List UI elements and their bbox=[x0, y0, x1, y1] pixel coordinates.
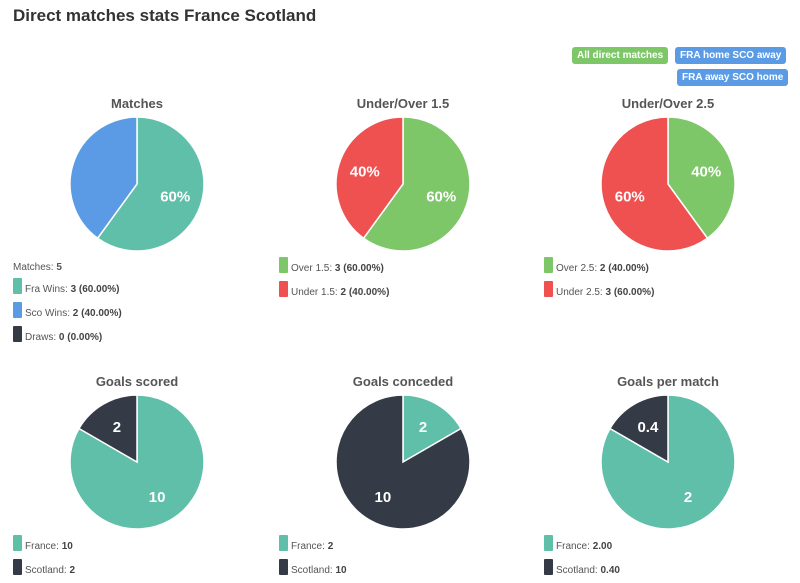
pie-slice-under-2-5[interactable] bbox=[600, 116, 709, 252]
legend-label: Scotland: bbox=[291, 565, 333, 576]
pie-chart: 10 2 bbox=[69, 394, 205, 530]
legend-value: 0 (0.00%) bbox=[58, 332, 103, 343]
pie-data-label: 10 bbox=[375, 489, 392, 506]
filter-all-direct-matches-button[interactable]: All direct matches bbox=[572, 47, 669, 64]
legend-label: Matches: bbox=[13, 262, 54, 273]
pie-data-label: 60% bbox=[615, 188, 645, 205]
filter-fra-away-sco-home-button[interactable]: FRA away SCO home bbox=[677, 69, 789, 86]
page-title: Direct matches stats France Scotland bbox=[13, 6, 317, 25]
legend-swatch bbox=[544, 535, 553, 551]
legend-swatch bbox=[13, 326, 22, 342]
pie-data-label: 60% bbox=[426, 188, 456, 205]
pie-data-label: 2 bbox=[113, 419, 121, 436]
pie-slice-scotland[interactable] bbox=[608, 394, 669, 464]
pie-data-label: 2 bbox=[419, 419, 427, 436]
pie-data-label: 2 bbox=[684, 489, 692, 506]
legend-swatch bbox=[544, 257, 553, 273]
chart-title: Under/Over 1.5 bbox=[356, 96, 450, 111]
pie-slice-over-1-5[interactable] bbox=[362, 116, 471, 252]
legend-swatch bbox=[544, 281, 553, 297]
legend-swatch bbox=[544, 559, 553, 575]
legend-swatch bbox=[13, 559, 22, 575]
legend-label: Over 1.5: bbox=[291, 263, 333, 274]
legend-value: 0.40 bbox=[600, 565, 620, 576]
legend-swatch bbox=[13, 278, 22, 294]
legend-swatch bbox=[279, 559, 288, 575]
legend-label: Sco Wins: bbox=[25, 308, 71, 319]
pie-data-label: 40% bbox=[350, 164, 380, 181]
filter-fra-home-sco-away-button[interactable]: FRA home SCO away bbox=[675, 47, 787, 64]
legend-swatch bbox=[279, 535, 288, 551]
legend-value: 3 (60.00%) bbox=[605, 287, 655, 298]
legend-value: 2 (40.00%) bbox=[340, 287, 390, 298]
legend-label: Scotland: bbox=[556, 565, 598, 576]
legend-swatch bbox=[279, 281, 288, 297]
legend-value: 5 bbox=[56, 262, 62, 273]
legend-label: France: bbox=[25, 541, 59, 552]
chart-title: Under/Over 2.5 bbox=[621, 96, 715, 111]
chart-title: Goals scored bbox=[95, 374, 179, 389]
legend-label: Draws: bbox=[25, 332, 57, 343]
legend-value: 2 bbox=[327, 541, 334, 552]
pie-slice-over-2-5[interactable] bbox=[667, 116, 736, 240]
pie-data-label: 40% bbox=[691, 164, 721, 181]
pie-slice-sco-wins[interactable] bbox=[69, 116, 138, 240]
pie-data-label: 0.4 bbox=[637, 419, 659, 436]
legend-label: Fra Wins: bbox=[25, 284, 68, 295]
pie-data-label: 10 bbox=[149, 489, 166, 506]
legend-label: France: bbox=[291, 541, 325, 552]
legend-label: Scotland: bbox=[25, 565, 67, 576]
legend-value: 2 bbox=[69, 565, 76, 576]
legend-label: Over 2.5: bbox=[556, 263, 598, 274]
pie-chart: 60% bbox=[69, 116, 205, 252]
legend-value: 2 (40.00%) bbox=[599, 263, 649, 274]
legend-value: 2.00 bbox=[592, 541, 613, 552]
pie-chart: 20.4 bbox=[600, 394, 736, 530]
chart-title: Goals conceded bbox=[352, 374, 454, 389]
pie-slice-france[interactable] bbox=[402, 394, 463, 464]
legend-label: Under 1.5: bbox=[291, 287, 338, 298]
pie-chart: 40% 60% bbox=[600, 116, 736, 252]
pie-slice-under-1-5[interactable] bbox=[335, 116, 404, 240]
legend-label: France: bbox=[556, 541, 590, 552]
pie-data-label: 60% bbox=[160, 188, 190, 205]
legend-value: 3 (60.00%) bbox=[334, 263, 384, 274]
legend-swatch bbox=[279, 257, 288, 273]
legend-label: Under 2.5: bbox=[556, 287, 603, 298]
pie-slice-scotland[interactable] bbox=[77, 394, 138, 464]
legend-swatch bbox=[13, 302, 22, 318]
legend-value: 10 bbox=[335, 565, 347, 576]
pie-slice-scotland[interactable] bbox=[335, 394, 471, 530]
legend-value: 3 (60.00%) bbox=[70, 284, 120, 295]
chart-title: Goals per match bbox=[617, 374, 719, 389]
legend-value: 10 bbox=[61, 541, 73, 552]
pie-slice-fra-wins[interactable] bbox=[96, 116, 205, 252]
pie-chart: 2 10 bbox=[335, 394, 471, 530]
chart-title: Matches bbox=[110, 96, 164, 111]
legend-swatch bbox=[13, 535, 22, 551]
legend-value: 2 (40.00%) bbox=[72, 308, 122, 319]
pie-chart: 60% 40% bbox=[335, 116, 471, 252]
